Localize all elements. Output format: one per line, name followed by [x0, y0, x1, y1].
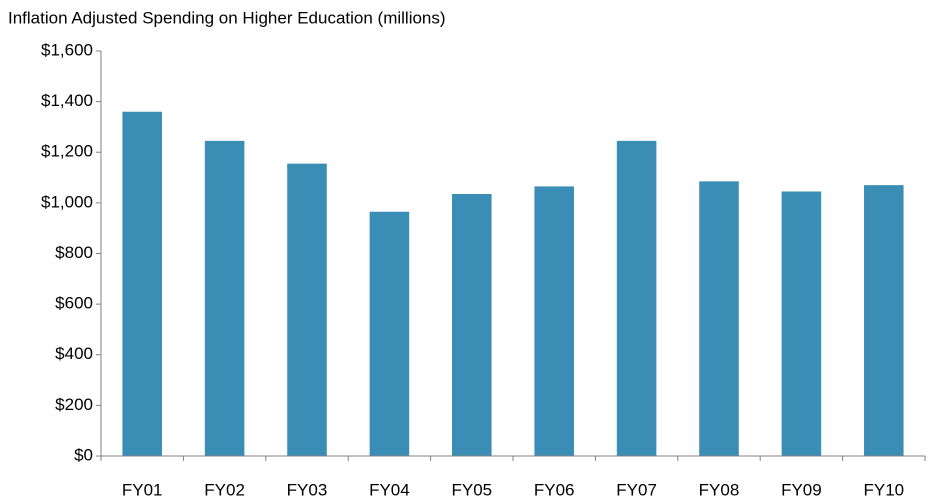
y-tick-label: $800	[55, 243, 93, 262]
y-tick-label: $1,400	[41, 91, 93, 110]
y-tick-label: $600	[55, 294, 93, 313]
x-tick-label: FY02	[204, 480, 245, 499]
bar	[204, 140, 245, 456]
y-tick-label: $1,600	[41, 40, 93, 59]
y-tick-label: $1,200	[41, 142, 93, 161]
chart-title: Inflation Adjusted Spending on Higher Ed…	[8, 8, 446, 27]
y-tick-label: $1,000	[41, 192, 93, 211]
x-tick-label: FY07	[616, 480, 657, 499]
bar	[122, 111, 162, 456]
bar	[287, 163, 327, 456]
x-tick-label: FY10	[863, 480, 904, 499]
x-tick-label: FY01	[122, 480, 163, 499]
bar	[616, 140, 657, 456]
x-tick-label: FY03	[287, 480, 328, 499]
x-tick-label: FY04	[369, 480, 410, 499]
bar	[864, 185, 904, 456]
x-tick-label: FY08	[699, 480, 740, 499]
x-tick-label: FY06	[534, 480, 575, 499]
bar	[699, 181, 739, 456]
y-tick-label: $0	[74, 445, 93, 464]
bar	[781, 191, 822, 456]
y-tick-label: $200	[55, 395, 93, 414]
bar	[452, 194, 492, 456]
x-tick-label: FY05	[451, 480, 492, 499]
bar	[369, 211, 410, 456]
bar	[534, 186, 574, 456]
y-tick-label: $400	[55, 344, 93, 363]
x-tick-label: FY09	[781, 480, 822, 499]
